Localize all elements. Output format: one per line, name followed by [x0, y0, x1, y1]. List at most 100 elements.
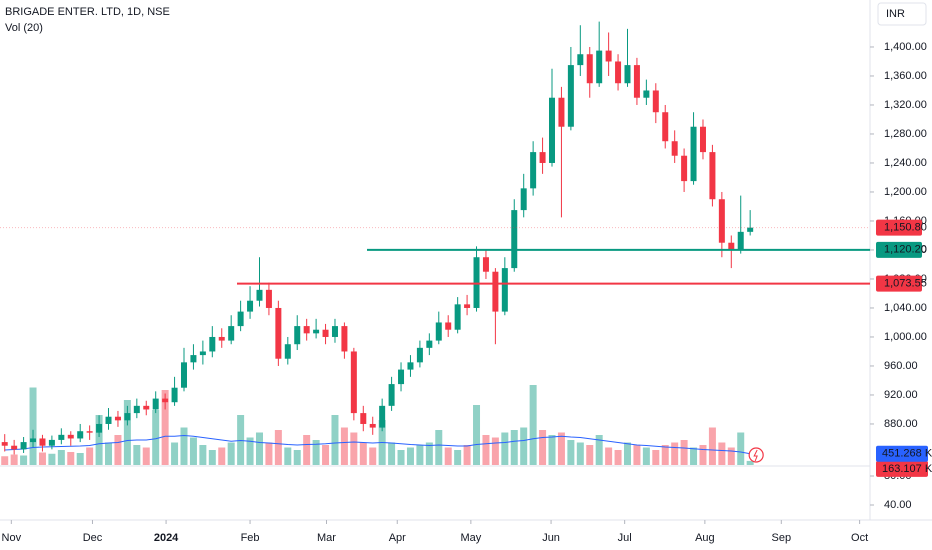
- candle-body: [624, 65, 631, 84]
- y-tick-label: 1,280.00: [884, 128, 927, 140]
- volume-bar: [425, 442, 433, 465]
- volume-bar: [567, 440, 575, 465]
- candle-body: [124, 413, 131, 421]
- candle-body: [445, 322, 452, 330]
- candle-body: [577, 54, 584, 66]
- candle-body: [586, 54, 593, 84]
- x-tick-label: Sep: [772, 532, 792, 544]
- candle-body: [190, 355, 197, 363]
- y-tick-label: 1,040.00: [884, 302, 927, 314]
- volume-bar: [180, 427, 188, 465]
- x-tick-label: May: [460, 532, 481, 544]
- x-tick-label: Jun: [542, 532, 560, 544]
- x-tick-label: Jul: [618, 532, 632, 544]
- y-tick-label: 1,360.00: [884, 70, 927, 82]
- candle-body: [199, 351, 206, 356]
- volume-bar: [369, 447, 377, 465]
- last-price-box: [876, 219, 922, 236]
- x-tick-label: 2024: [154, 532, 179, 544]
- candle-body: [605, 50, 612, 62]
- volume-bar: [680, 440, 688, 465]
- candle-body: [558, 97, 565, 127]
- candle-body: [473, 257, 480, 308]
- volume-bar: [38, 452, 46, 465]
- candle-body: [58, 434, 65, 440]
- volume-bar: [595, 435, 603, 465]
- candle-body: [30, 438, 37, 443]
- candle-body: [294, 326, 301, 345]
- volume-bar: [322, 445, 330, 465]
- candle-body: [662, 112, 669, 142]
- volume-bar: [218, 447, 226, 465]
- volume-bar: [529, 385, 537, 465]
- candle-body: [699, 126, 706, 153]
- x-tick-label: Apr: [389, 532, 406, 544]
- candle-body: [313, 329, 320, 334]
- volume-bar: [510, 430, 518, 465]
- volume-bar: [284, 447, 292, 465]
- volume-bar: [340, 427, 348, 465]
- volume-last-box: [876, 460, 928, 477]
- candle-body: [105, 416, 112, 424]
- candle-body: [143, 405, 150, 410]
- candle-body: [86, 431, 93, 433]
- volume-bar: [199, 445, 207, 465]
- candle-body: [350, 351, 357, 414]
- volume-bar: [576, 442, 584, 465]
- volume-bar: [501, 432, 509, 465]
- volume-bar: [10, 454, 18, 465]
- volume-last-label: 163.107 K: [882, 463, 932, 475]
- candle-body: [265, 289, 272, 308]
- volume-bar: [171, 442, 179, 465]
- candle-body: [39, 438, 46, 446]
- candle-body: [652, 90, 659, 113]
- candle-body: [549, 97, 556, 163]
- y-tick-label: 1,320.00: [884, 99, 927, 111]
- volume-bar: [114, 435, 122, 465]
- volume-bar: [67, 452, 75, 465]
- volume-bar: [359, 442, 367, 465]
- volume-bar: [463, 445, 471, 465]
- volume-bar: [1, 456, 9, 465]
- volume-bar: [586, 445, 594, 465]
- volume-bar: [482, 435, 490, 465]
- currency-box[interactable]: [877, 2, 927, 26]
- y-tick-label: 1,240.00: [884, 157, 927, 169]
- volume-bar: [454, 450, 462, 465]
- candle-body: [237, 311, 244, 327]
- candle-body: [181, 362, 188, 388]
- candle-body: [133, 405, 140, 414]
- candle-body: [379, 405, 386, 428]
- x-tick-label: Oct: [851, 532, 868, 544]
- volume-bar: [699, 445, 707, 465]
- candle-body: [11, 445, 18, 450]
- volume-bar: [614, 450, 622, 465]
- volume-bar: [671, 442, 679, 465]
- level-box: [876, 275, 922, 292]
- candle-body: [435, 322, 442, 341]
- level-label: 1,073.55: [884, 278, 927, 290]
- volume-bar: [491, 437, 499, 465]
- x-tick-label: Nov: [2, 532, 22, 544]
- candle-body: [482, 257, 489, 272]
- alert-icon: [748, 447, 764, 463]
- candle-body: [96, 423, 103, 433]
- candle-body: [303, 326, 310, 334]
- volume-ma-box: [876, 445, 928, 462]
- volume-bar: [746, 460, 754, 465]
- candle-body: [530, 152, 537, 189]
- chart-title: BRIGADE ENTER. LTD, 1D, NSE: [5, 6, 170, 18]
- volume-bar: [539, 430, 547, 465]
- candle-body: [615, 61, 622, 84]
- y-tick-label: 880.00: [884, 418, 918, 430]
- candle-body: [369, 423, 376, 428]
- volume-bar: [95, 415, 103, 465]
- candle-body: [643, 90, 650, 98]
- candle-body: [228, 326, 235, 341]
- candle-body: [539, 152, 546, 163]
- volume-bar: [397, 450, 405, 465]
- volume-bar: [208, 450, 216, 465]
- candle-body: [275, 307, 282, 359]
- volume-bar: [416, 445, 424, 465]
- candle-body: [511, 210, 518, 269]
